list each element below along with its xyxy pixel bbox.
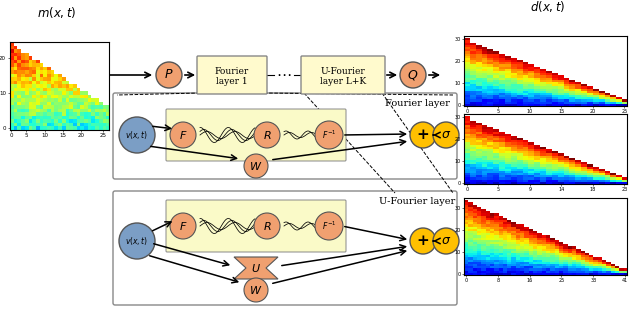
- Circle shape: [315, 121, 343, 149]
- Circle shape: [254, 122, 280, 148]
- Text: Fourier: Fourier: [215, 67, 249, 75]
- Circle shape: [170, 213, 196, 239]
- Circle shape: [315, 212, 343, 240]
- Text: layer L+K: layer L+K: [320, 76, 366, 85]
- Text: $F^{-1}$: $F^{-1}$: [322, 129, 336, 141]
- Text: $P$: $P$: [164, 69, 173, 82]
- Circle shape: [119, 223, 155, 259]
- Text: +: +: [417, 234, 429, 248]
- Text: $Q$: $Q$: [407, 68, 419, 82]
- Text: U-Fourier layer: U-Fourier layer: [379, 198, 455, 206]
- Text: layer 1: layer 1: [216, 76, 248, 85]
- Circle shape: [119, 117, 155, 153]
- Polygon shape: [234, 257, 278, 279]
- Circle shape: [410, 228, 436, 254]
- Text: $\cdots$: $\cdots$: [276, 67, 292, 81]
- Text: $F$: $F$: [179, 220, 188, 232]
- Circle shape: [410, 122, 436, 148]
- Text: $m(x,t)$: $m(x,t)$: [37, 5, 77, 20]
- Text: $v(x,t)$: $v(x,t)$: [125, 129, 148, 141]
- Circle shape: [400, 62, 426, 88]
- Text: $F$: $F$: [179, 129, 188, 141]
- Text: $U$: $U$: [251, 262, 261, 274]
- FancyBboxPatch shape: [113, 191, 457, 305]
- Text: $\sigma$: $\sigma$: [441, 128, 451, 141]
- Text: +: +: [417, 128, 429, 142]
- FancyBboxPatch shape: [113, 93, 457, 179]
- Circle shape: [170, 122, 196, 148]
- Circle shape: [254, 213, 280, 239]
- Circle shape: [156, 62, 182, 88]
- Circle shape: [433, 122, 459, 148]
- Text: Fourier layer: Fourier layer: [385, 99, 449, 109]
- Text: $\sigma$: $\sigma$: [441, 235, 451, 248]
- Text: $W$: $W$: [250, 160, 262, 172]
- Text: $F^{-1}$: $F^{-1}$: [322, 220, 336, 232]
- FancyBboxPatch shape: [166, 200, 346, 252]
- Text: $W$: $W$: [250, 284, 262, 296]
- Text: $R$: $R$: [262, 129, 271, 141]
- FancyBboxPatch shape: [301, 56, 385, 94]
- FancyBboxPatch shape: [166, 109, 346, 161]
- Text: $v(x,t)$: $v(x,t)$: [125, 235, 148, 247]
- FancyBboxPatch shape: [197, 56, 267, 94]
- Text: $R$: $R$: [262, 220, 271, 232]
- Text: U-Fourier: U-Fourier: [321, 67, 365, 75]
- Circle shape: [433, 228, 459, 254]
- Text: $d(x,t)$: $d(x,t)$: [531, 0, 566, 15]
- Circle shape: [244, 278, 268, 302]
- Circle shape: [244, 154, 268, 178]
